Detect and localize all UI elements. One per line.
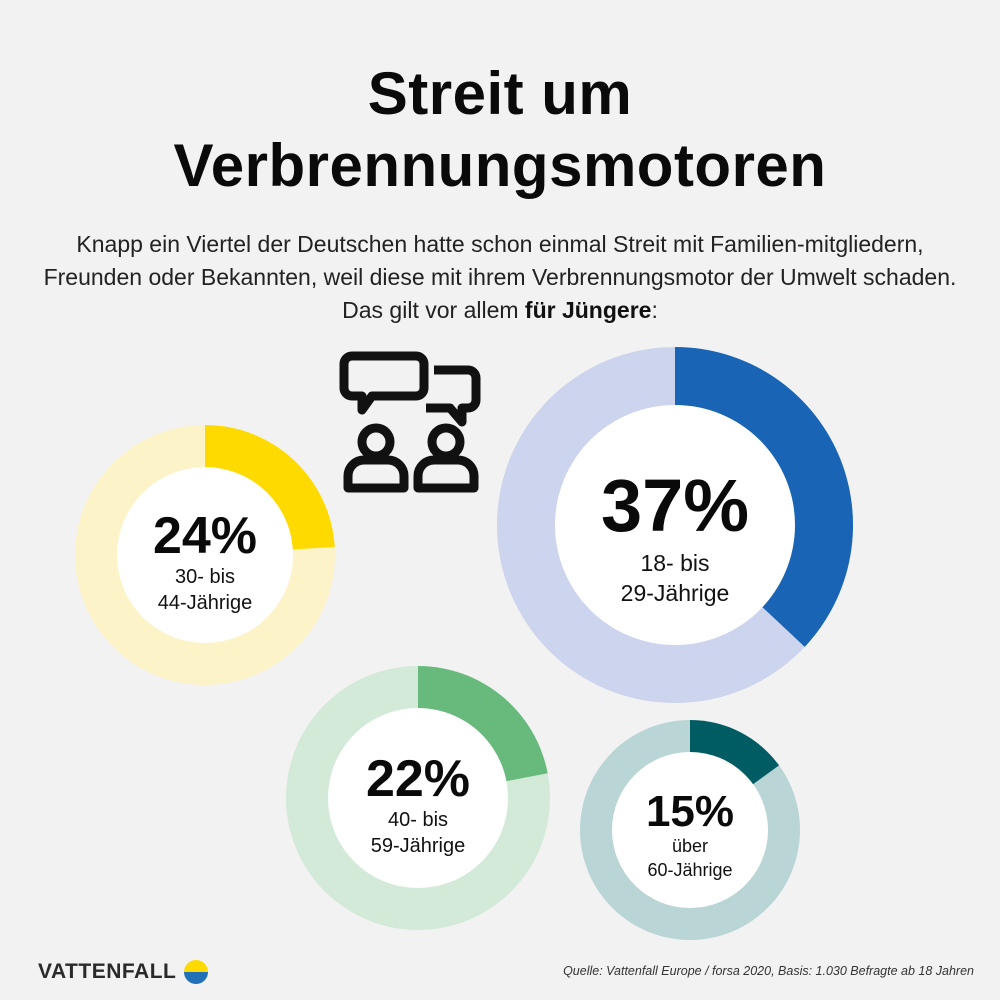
brand-name: VATTENFALL <box>38 960 177 983</box>
donut-line2-1: 29-Jährige <box>621 580 730 606</box>
donut-line2-0: 44-Jährige <box>158 592 253 614</box>
donut-hole-3 <box>612 752 768 908</box>
donut-value-label-1: 37% <box>601 464 749 547</box>
donut-value-label-2: 22% <box>366 750 470 808</box>
intro-end: : <box>651 297 658 323</box>
donut-line1-0: 30- bis <box>175 566 235 588</box>
donut-0: 24%30- bis 44-Jährige <box>75 425 335 685</box>
title-line-2: Verbrennungsmotoren <box>173 132 827 199</box>
donut-1: 37% 18- bis 29-Jährige <box>497 347 853 703</box>
source-note: Quelle: Vattenfall Europe / forsa 2020, … <box>563 964 974 978</box>
donut-3: 15%über 60-Jährige <box>580 720 800 940</box>
page-title: Streit um Verbrennungsmotoren <box>0 58 1000 202</box>
vattenfall-logo: VATTENFALL <box>38 958 210 986</box>
donut-line2-2: 59-Jährige <box>371 835 466 857</box>
donut-line1-3: über <box>672 836 708 856</box>
donut-line1-1: 18- bis <box>640 550 709 576</box>
vattenfall-logo-icon <box>184 960 209 984</box>
donut-hole-2 <box>328 708 508 888</box>
intro-body: Knapp ein Viertel der Deutschen hatte sc… <box>43 231 957 323</box>
donut-hole-1 <box>555 405 795 645</box>
donut-2: 22%40- bis 59-Jährige <box>286 666 550 930</box>
donut-value-label-3: 15% <box>646 787 734 836</box>
donut-line1-2: 40- bis <box>388 809 448 831</box>
discussion-icon <box>339 351 481 493</box>
intro-text: Knapp ein Viertel der Deutschen hatte sc… <box>30 228 970 327</box>
donut-hole-0 <box>117 467 293 643</box>
intro-emphasis: für Jüngere <box>524 297 652 323</box>
donut-value-label-0: 24% <box>153 507 257 565</box>
donut-line2-3: 60-Jährige <box>647 860 732 880</box>
title-line-1: Streit um <box>367 60 633 127</box>
